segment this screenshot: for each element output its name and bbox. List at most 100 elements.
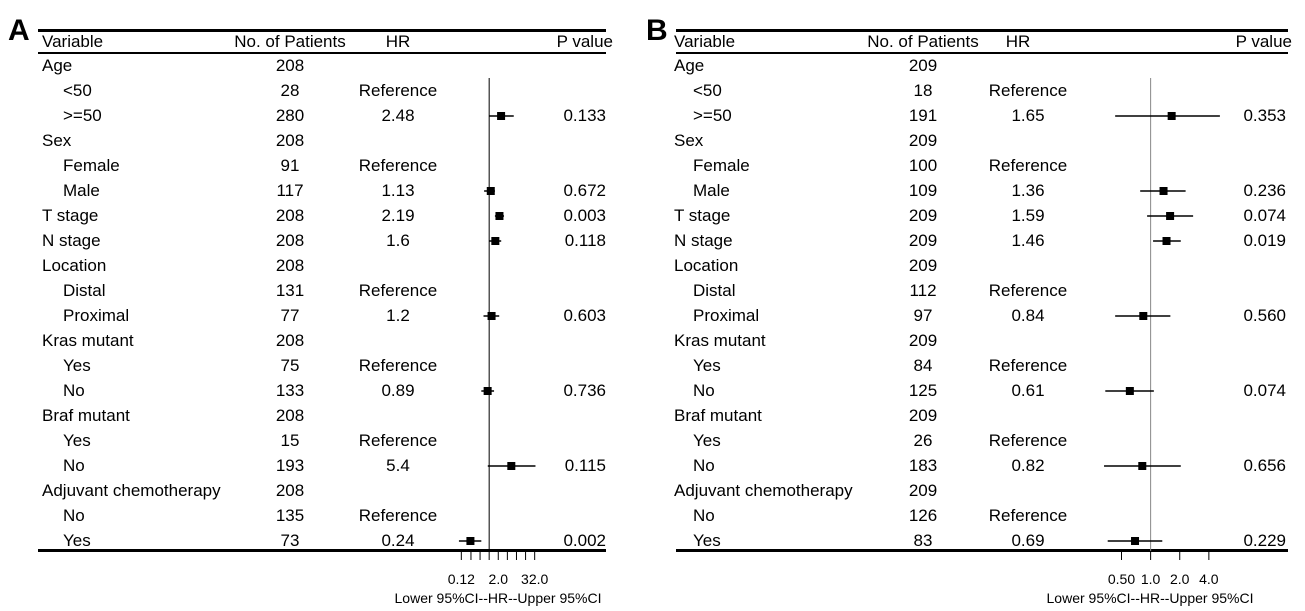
forest-plot (1104, 78, 1220, 560)
row-patient-count: 26 (913, 431, 933, 450)
row-hazard-ratio: Reference (358, 156, 438, 175)
row-patient-count: 126 (908, 506, 938, 525)
row-patient-count: 280 (275, 106, 305, 125)
row-p-value: 0.074 (1243, 206, 1286, 225)
row-hazard-ratio: 1.36 (1011, 181, 1045, 200)
row-p-value: 0.002 (563, 531, 606, 550)
row-variable-label: Braf mutant (674, 406, 762, 425)
row-hazard-ratio: 1.2 (386, 306, 410, 325)
row-patient-count: 208 (275, 56, 305, 75)
row-variable-label: No (693, 381, 715, 400)
row-variable-label: Location (674, 256, 739, 275)
row-patient-count: 73 (280, 531, 300, 550)
row-patient-count: 112 (909, 281, 937, 300)
row-variable-label: No (693, 506, 715, 525)
row-patient-count: 100 (908, 156, 938, 175)
hr-point (497, 112, 506, 120)
x-axis-title: Lower 95%CI--HR--Upper 95%CI (394, 590, 602, 606)
row-patient-count: 117 (276, 181, 304, 200)
row-patient-count: 209 (908, 131, 938, 150)
row-hazard-ratio: 0.61 (1011, 381, 1045, 400)
row-p-value: 0.672 (563, 181, 606, 200)
row-variable-label: Sex (674, 131, 704, 150)
row-p-value: 0.074 (1243, 381, 1286, 400)
row-variable-label: No (693, 456, 715, 475)
row-patient-count: 191 (908, 106, 938, 125)
row-variable-label: Proximal (63, 306, 130, 325)
row-variable-label: Distal (63, 281, 106, 300)
row-patient-count: 77 (280, 306, 300, 325)
x-tick-label: 4.0 (1199, 571, 1219, 587)
row-patient-count: 208 (275, 231, 305, 250)
table-rule-mid (38, 52, 606, 54)
row-hazard-ratio: 0.84 (1011, 306, 1045, 325)
row-hazard-ratio: Reference (988, 81, 1068, 100)
row-variable-label: Sex (42, 131, 72, 150)
row-hazard-ratio: Reference (358, 81, 438, 100)
row-variable-label: Male (63, 181, 100, 200)
header-variable: Variable (42, 32, 104, 51)
header-hr: HR (1005, 32, 1031, 51)
row-hazard-ratio: 1.65 (1011, 106, 1045, 125)
row-p-value: 0.736 (563, 381, 606, 400)
row-variable-label: Proximal (693, 306, 760, 325)
row-patient-count: 183 (908, 456, 938, 475)
row-patient-count: 209 (908, 231, 938, 250)
row-hazard-ratio: 1.46 (1011, 231, 1045, 250)
row-hazard-ratio: 1.6 (386, 231, 410, 250)
row-patient-count: 208 (275, 331, 305, 350)
row-variable-label: <50 (693, 81, 722, 100)
row-patient-count: 131 (275, 281, 305, 300)
row-hazard-ratio: Reference (988, 506, 1068, 525)
header-p-value: P value (556, 32, 613, 51)
row-patient-count: 208 (275, 131, 305, 150)
row-variable-label: Kras mutant (674, 331, 766, 350)
row-variable-label: T stage (42, 206, 99, 225)
header-hr: HR (385, 32, 411, 51)
row-variable-label: Braf mutant (42, 406, 130, 425)
hr-point (1125, 387, 1134, 395)
row-patient-count: 133 (275, 381, 305, 400)
row-patient-count: 209 (908, 331, 938, 350)
panel-label: A (8, 14, 30, 47)
row-patient-count: 193 (275, 456, 305, 475)
row-variable-label: Adjuvant chemotherapy (42, 481, 221, 500)
row-hazard-ratio: 0.89 (381, 381, 415, 400)
row-p-value: 0.118 (564, 231, 606, 250)
row-patient-count: 209 (908, 406, 938, 425)
row-variable-label: T stage (674, 206, 731, 225)
row-hazard-ratio: 1.59 (1011, 206, 1045, 225)
panel-label: B (646, 14, 668, 47)
row-p-value: 0.603 (563, 306, 606, 325)
row-variable-label: Adjuvant chemotherapy (674, 481, 853, 500)
table-rule-top (38, 29, 606, 32)
row-variable-label: No (63, 456, 85, 475)
row-variable-label: N stage (42, 231, 101, 250)
row-variable-label: Male (693, 181, 730, 200)
row-p-value: 0.019 (1243, 231, 1286, 250)
row-patient-count: 28 (280, 81, 300, 100)
row-variable-label: Age (674, 56, 705, 75)
row-hazard-ratio: Reference (358, 356, 438, 375)
row-patient-count: 97 (913, 306, 933, 325)
forest-plot (458, 78, 536, 560)
row-variable-label: Yes (693, 431, 721, 450)
row-variable-label: Age (42, 56, 73, 75)
row-patient-count: 209 (908, 481, 938, 500)
header-patients: No. of Patients (867, 32, 979, 51)
row-variable-label: No (63, 506, 85, 525)
row-patient-count: 125 (908, 381, 938, 400)
row-patient-count: 208 (275, 481, 305, 500)
x-tick-label: 2.0 (1170, 571, 1190, 587)
row-patient-count: 209 (908, 206, 938, 225)
hr-point (1131, 537, 1140, 545)
row-patient-count: 135 (275, 506, 305, 525)
row-p-value: 0.656 (1243, 456, 1286, 475)
x-tick-label: 2.0 (488, 571, 508, 587)
forest-plot-panel-a: A Variable No. of Patients HR P value Age 208 <… (0, 0, 650, 611)
row-variable-label: Female (693, 156, 750, 175)
hr-point (507, 462, 516, 470)
row-patient-count: 208 (275, 256, 305, 275)
row-hazard-ratio: Reference (988, 356, 1068, 375)
row-variable-label: >=50 (63, 106, 102, 125)
